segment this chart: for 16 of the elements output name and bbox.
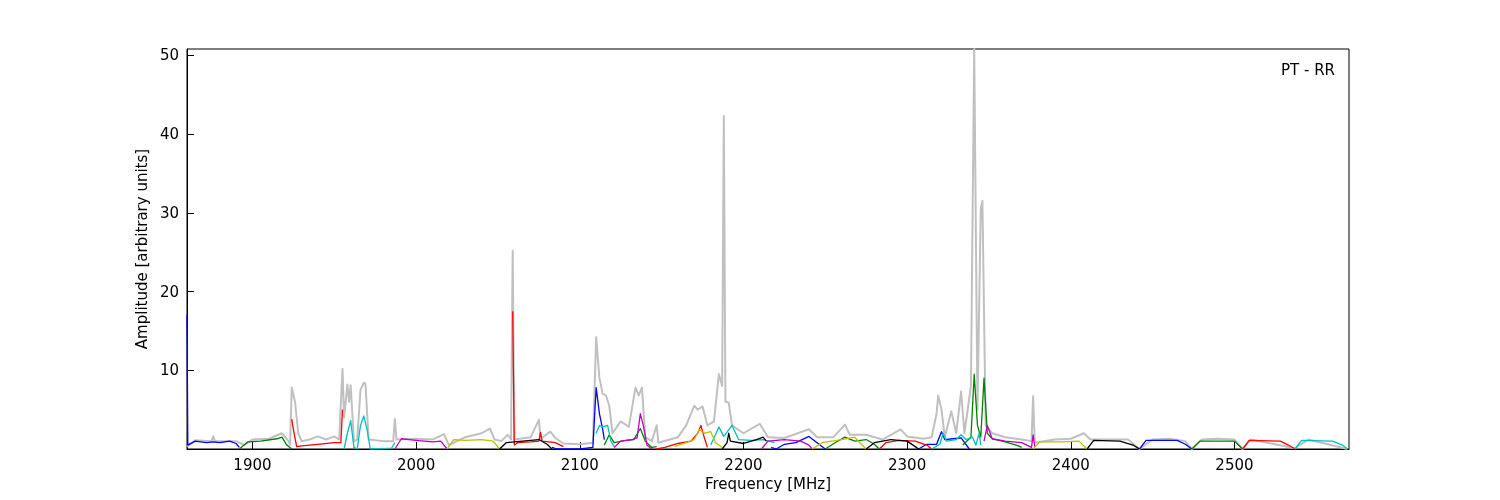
x-tick-label: 2100 [560,455,599,474]
x-tick-label: 2300 [888,455,927,474]
x-tick-label: 2200 [724,455,763,474]
y-tick-label: 20 [159,282,179,301]
x-tick-label: 2000 [397,455,436,474]
x-axis-title: Frequency [MHz] [704,475,832,494]
y-tick-label: 50 [159,46,179,65]
x-tick-label: 2400 [1051,455,1090,474]
x-tick-label: 1900 [233,455,272,474]
y-axis-title: Amplitude [arbitrary units] [132,148,151,350]
y-tick-label: 30 [159,203,179,222]
y-tick-label: 10 [159,361,179,380]
y-tick-label: 40 [159,125,179,144]
line-series [186,48,1349,450]
annotation: PT - RR [1281,60,1336,79]
x-tick-label: 2500 [1215,455,1254,474]
